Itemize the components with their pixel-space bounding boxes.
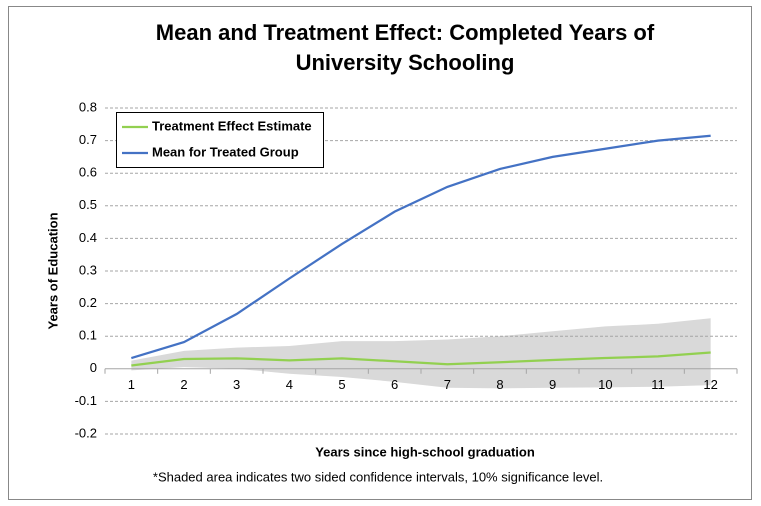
legend-label: Mean for Treated Group xyxy=(152,144,299,159)
x-tick-label: 5 xyxy=(338,377,345,392)
x-tick-label: 3 xyxy=(233,377,240,392)
y-tick-label: -0.2 xyxy=(75,425,97,440)
x-tick-label: 11 xyxy=(651,377,665,392)
chart-border xyxy=(8,6,752,500)
y-tick-label: 0.6 xyxy=(79,165,97,180)
y-tick-label: 0.7 xyxy=(79,132,97,147)
y-tick-label: -0.1 xyxy=(75,393,97,408)
y-tick-label: 0.2 xyxy=(79,295,97,310)
chart-title: University Schooling xyxy=(296,50,515,75)
x-tick-label: 7 xyxy=(444,377,451,392)
footnote: *Shaded area indicates two sided confide… xyxy=(153,469,603,484)
y-axis-label: Years of Education xyxy=(45,212,60,329)
line-series xyxy=(131,351,711,367)
x-tick-label: 12 xyxy=(703,377,717,392)
y-tick-label: 0 xyxy=(90,360,97,375)
x-tick-label: 2 xyxy=(180,377,187,392)
y-tick-label: 0.3 xyxy=(79,262,97,277)
x-tick-label: 6 xyxy=(391,377,398,392)
y-tick-label: 0.8 xyxy=(79,99,97,114)
line-series xyxy=(131,134,711,360)
x-tick-label: 9 xyxy=(549,377,556,392)
x-tick-label: 1 xyxy=(128,377,135,392)
legend-label: Treatment Effect Estimate xyxy=(152,118,312,133)
y-tick-label: 0.4 xyxy=(79,230,97,245)
x-tick-label: 10 xyxy=(598,377,612,392)
y-tick-label: 0.1 xyxy=(79,328,97,343)
x-axis-label: Years since high-school graduation xyxy=(315,444,535,459)
x-tick-label: 4 xyxy=(286,377,293,392)
legend-box xyxy=(116,112,324,168)
x-tick-label: 8 xyxy=(496,377,503,392)
y-tick-label: 0.5 xyxy=(79,197,97,212)
chart-title: Mean and Treatment Effect: Completed Yea… xyxy=(156,20,655,45)
